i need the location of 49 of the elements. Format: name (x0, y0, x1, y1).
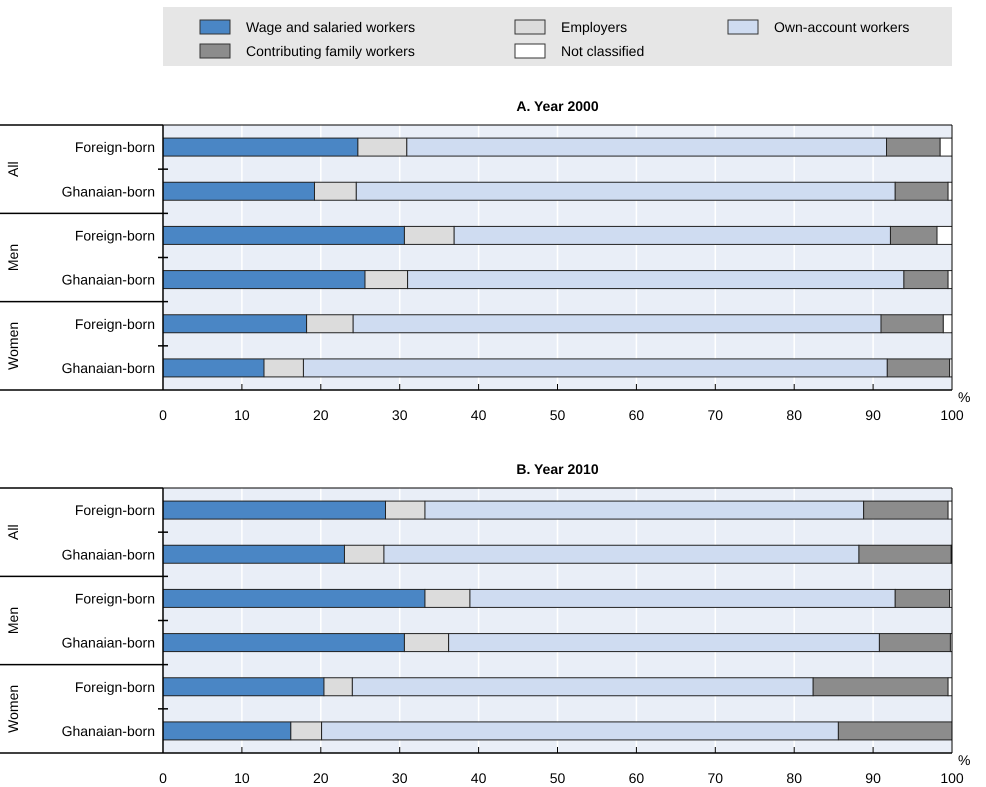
legend-label: Employers (561, 19, 628, 35)
y-tick-label: Foreign-born (74, 227, 155, 244)
y-tick-label: Ghanaian-born (62, 272, 155, 288)
text: Women (5, 322, 21, 370)
y-tick-label: Foreign-born (74, 678, 155, 695)
x-tick-label: 20 (313, 770, 329, 786)
x-tick-label: 70 (708, 770, 724, 786)
y-tick-label: Foreign-born (74, 502, 155, 518)
x-tick-label: 70 (708, 407, 724, 423)
x-tick-label: 80 (786, 407, 802, 423)
text: Women (5, 684, 21, 733)
y-tick-label: Foreign-born (74, 590, 155, 606)
x-tick-label: 90 (865, 770, 882, 786)
legend-label: Own-account workers (774, 19, 910, 35)
chart-title: B. Year 2010 (516, 461, 599, 477)
x-axis-title: % (958, 389, 970, 405)
text: All (5, 524, 21, 540)
x-tick-label: 30 (392, 770, 408, 786)
y-tick-label: Foreign-born (74, 139, 155, 156)
x-tick-label: 0 (159, 407, 168, 423)
x-axis-title: % (958, 752, 970, 768)
x-tick-label: 10 (234, 770, 250, 786)
x-tick-label: 40 (470, 407, 487, 423)
y-tick-label: Ghanaian-born (62, 722, 155, 739)
x-tick-label: 60 (628, 407, 644, 423)
text: Men (5, 606, 21, 634)
x-tick-label: 30 (392, 407, 408, 423)
legend-label: Wage and salaried workers (246, 19, 416, 35)
x-tick-label: 20 (313, 407, 329, 423)
x-tick-label: 10 (234, 407, 250, 423)
x-tick-label: 0 (159, 770, 168, 786)
x-tick-label: 50 (550, 407, 566, 423)
text: All (5, 161, 21, 177)
y-tick-label: Ghanaian-born (62, 634, 155, 651)
text: Men (5, 244, 21, 272)
x-tick-label: 50 (550, 770, 566, 786)
y-tick-label: Foreign-born (74, 316, 155, 332)
y-tick-label: Ghanaian-born (62, 183, 155, 200)
x-tick-label: 60 (628, 770, 644, 786)
chart-title: A. Year 2000 (516, 98, 599, 114)
x-tick-label: 100 (940, 770, 964, 786)
y-tick-label: Ghanaian-born (62, 360, 155, 376)
legend-label: Contributing family workers (246, 43, 415, 59)
y-tick-label: Ghanaian-born (62, 546, 155, 562)
x-tick-label: 80 (786, 770, 802, 786)
legend-label: Not classified (561, 43, 644, 59)
x-tick-label: 40 (470, 770, 487, 786)
x-tick-label: 100 (940, 407, 964, 423)
x-tick-label: 90 (865, 407, 882, 423)
